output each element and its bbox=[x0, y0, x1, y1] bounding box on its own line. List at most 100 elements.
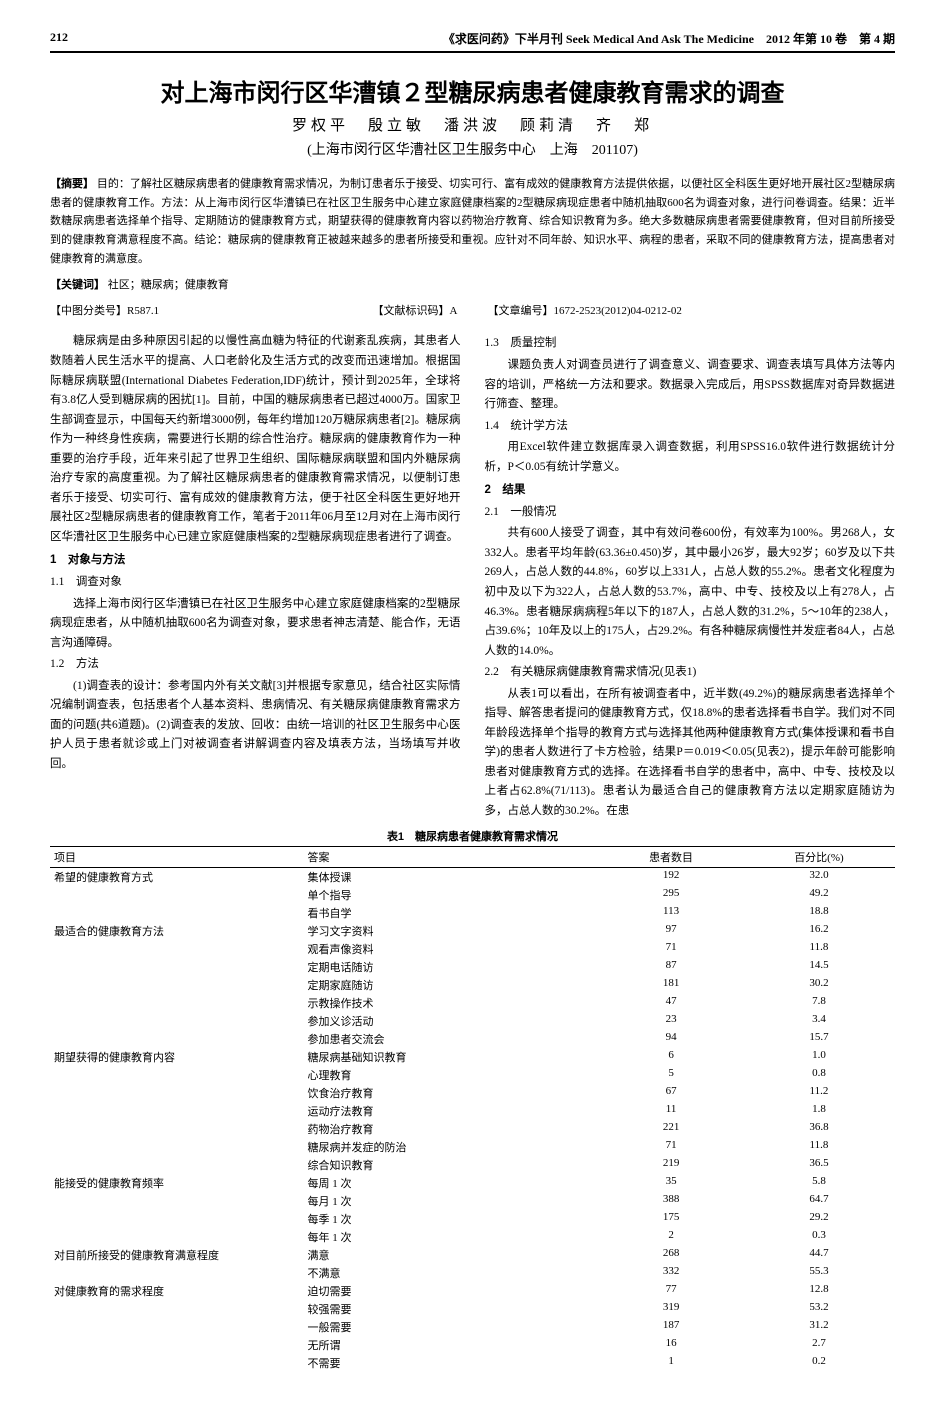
clc-block: 【中图分类号】R587.1 bbox=[50, 302, 159, 318]
table-cell-count: 6 bbox=[599, 1048, 743, 1066]
table-cell-percent: 1.0 bbox=[743, 1048, 895, 1066]
abstract-label: 【摘要】 bbox=[50, 178, 94, 190]
left-column: 糖尿病是由多种原因引起的以慢性高血糖为特征的代谢紊乱疾病，其患者人数随着人民生活… bbox=[50, 332, 461, 821]
table-cell-count: 192 bbox=[599, 867, 743, 886]
table-row: 期望获得的健康教育内容糖尿病基础知识教育61.0 bbox=[50, 1048, 895, 1066]
section-2: 2 结果 bbox=[485, 481, 896, 501]
table-cell-percent: 0.3 bbox=[743, 1228, 895, 1246]
table-cell-percent: 55.3 bbox=[743, 1264, 895, 1282]
table-cell-item bbox=[50, 1318, 304, 1336]
table-cell-item bbox=[50, 994, 304, 1012]
table-cell-count: 268 bbox=[599, 1246, 743, 1264]
table-cell-answer: 饮食治疗教育 bbox=[304, 1084, 600, 1102]
article-no-value: 1672-2523(2012)04-0212-02 bbox=[554, 305, 682, 317]
table-cell-answer: 满意 bbox=[304, 1246, 600, 1264]
table-col-count: 患者数目 bbox=[599, 846, 743, 867]
table-1-body: 希望的健康教育方式集体授课19232.0单个指导29549.2看书自学11318… bbox=[50, 867, 895, 1372]
table-cell-count: 175 bbox=[599, 1210, 743, 1228]
para-1-1: 选择上海市闵行区华漕镇已在社区卫生服务中心建立家庭健康档案的2型糖尿病现症患者，… bbox=[50, 595, 461, 654]
table-cell-count: 187 bbox=[599, 1318, 743, 1336]
abstract-text: 目的：了解社区糖尿病患者的健康教育需求情况，为制订患者乐于接受、切实可行、富有成… bbox=[50, 178, 895, 265]
table-cell-answer: 糖尿病并发症的防治 bbox=[304, 1138, 600, 1156]
doc-code-label: 【文献标识码】 bbox=[373, 305, 450, 317]
table-cell-answer: 不需要 bbox=[304, 1354, 600, 1372]
article-no-label: 【文章编号】 bbox=[488, 305, 554, 317]
table-cell-count: 16 bbox=[599, 1336, 743, 1354]
table-cell-answer: 看书自学 bbox=[304, 904, 600, 922]
table-cell-percent: 11.8 bbox=[743, 940, 895, 958]
table-cell-count: 181 bbox=[599, 976, 743, 994]
table-row: 对健康教育的需求程度迫切需要7712.8 bbox=[50, 1282, 895, 1300]
table-1: 项目 答案 患者数目 百分比(%) 希望的健康教育方式集体授课19232.0单个… bbox=[50, 846, 895, 1372]
table-cell-item: 对健康教育的需求程度 bbox=[50, 1282, 304, 1300]
table-cell-answer: 较强需要 bbox=[304, 1300, 600, 1318]
table-cell-count: 35 bbox=[599, 1174, 743, 1192]
para-1-2: (1)调查表的设计：参考国内外有关文献[3]并根据专家意见，结合社区实际情况编制… bbox=[50, 677, 461, 775]
table-cell-percent: 16.2 bbox=[743, 922, 895, 940]
doc-code-value: A bbox=[450, 305, 458, 317]
table-cell-count: 71 bbox=[599, 1138, 743, 1156]
table-row: 药物治疗教育22136.8 bbox=[50, 1120, 895, 1138]
table-cell-item bbox=[50, 1084, 304, 1102]
table-cell-answer: 药物治疗教育 bbox=[304, 1120, 600, 1138]
section-1-4: 1.4 统计学方法 bbox=[485, 417, 896, 437]
table-row: 对目前所接受的健康教育满意程度满意26844.7 bbox=[50, 1246, 895, 1264]
table-cell-answer: 糖尿病基础知识教育 bbox=[304, 1048, 600, 1066]
table-row: 不满意33255.3 bbox=[50, 1264, 895, 1282]
table-row: 每季 1 次17529.2 bbox=[50, 1210, 895, 1228]
table-col-percent: 百分比(%) bbox=[743, 846, 895, 867]
article-title: 对上海市闵行区华漕镇２型糖尿病患者健康教育需求的调查 bbox=[50, 73, 895, 108]
table-row: 心理教育50.8 bbox=[50, 1066, 895, 1084]
table-cell-count: 94 bbox=[599, 1030, 743, 1048]
table-1-caption: 表1 糖尿病患者健康教育需求情况 bbox=[50, 828, 895, 844]
table-cell-answer: 每季 1 次 bbox=[304, 1210, 600, 1228]
table-cell-answer: 运动疗法教育 bbox=[304, 1102, 600, 1120]
section-1-3: 1.3 质量控制 bbox=[485, 334, 896, 354]
table-cell-item bbox=[50, 1192, 304, 1210]
table-cell-percent: 31.2 bbox=[743, 1318, 895, 1336]
table-row: 糖尿病并发症的防治7111.8 bbox=[50, 1138, 895, 1156]
intro-para: 糖尿病是由多种原因引起的以慢性高血糖为特征的代谢紊乱疾病，其患者人数随着人民生活… bbox=[50, 332, 461, 547]
table-col-answer: 答案 bbox=[304, 846, 600, 867]
table-cell-answer: 无所谓 bbox=[304, 1336, 600, 1354]
table-cell-item bbox=[50, 1300, 304, 1318]
abstract-block: 【摘要】 目的：了解社区糖尿病患者的健康教育需求情况，为制订患者乐于接受、切实可… bbox=[50, 175, 895, 268]
table-row: 参加患者交流会9415.7 bbox=[50, 1030, 895, 1048]
table-cell-percent: 12.8 bbox=[743, 1282, 895, 1300]
table-cell-item bbox=[50, 958, 304, 976]
table-cell-percent: 0.2 bbox=[743, 1354, 895, 1372]
section-2-2: 2.2 有关糖尿病健康教育需求情况(见表1) bbox=[485, 663, 896, 683]
table-row: 综合知识教育21936.5 bbox=[50, 1156, 895, 1174]
table-cell-count: 319 bbox=[599, 1300, 743, 1318]
table-cell-percent: 3.4 bbox=[743, 1012, 895, 1030]
clc-label: 【中图分类号】 bbox=[50, 305, 127, 317]
section-1: 1 对象与方法 bbox=[50, 551, 461, 571]
table-row: 定期家庭随访18130.2 bbox=[50, 976, 895, 994]
table-cell-count: 113 bbox=[599, 904, 743, 922]
table-cell-count: 2 bbox=[599, 1228, 743, 1246]
table-cell-item bbox=[50, 1030, 304, 1048]
table-cell-count: 23 bbox=[599, 1012, 743, 1030]
table-cell-count: 97 bbox=[599, 922, 743, 940]
para-1-4: 用Excel软件建立数据库录入调查数据，利用SPSS16.0软件进行数据统计分析… bbox=[485, 438, 896, 477]
table-cell-item bbox=[50, 976, 304, 994]
table-cell-answer: 迫切需要 bbox=[304, 1282, 600, 1300]
table-cell-item: 能接受的健康教育频率 bbox=[50, 1174, 304, 1192]
table-cell-item bbox=[50, 1120, 304, 1138]
table-cell-answer: 定期家庭随访 bbox=[304, 976, 600, 994]
table-cell-item bbox=[50, 1228, 304, 1246]
table-cell-count: 77 bbox=[599, 1282, 743, 1300]
table-cell-item bbox=[50, 1264, 304, 1282]
table-cell-percent: 49.2 bbox=[743, 886, 895, 904]
keywords-text: 社区；糖尿病；健康教育 bbox=[108, 279, 229, 291]
table-cell-answer: 不满意 bbox=[304, 1264, 600, 1282]
section-1-2: 1.2 方法 bbox=[50, 655, 461, 675]
section-1-1: 1.1 调查对象 bbox=[50, 573, 461, 593]
table-cell-answer: 每月 1 次 bbox=[304, 1192, 600, 1210]
running-header: 212 《求医问药》下半月刊 Seek Medical And Ask The … bbox=[50, 30, 895, 53]
table-cell-item: 希望的健康教育方式 bbox=[50, 867, 304, 886]
table-cell-count: 221 bbox=[599, 1120, 743, 1138]
table-cell-count: 219 bbox=[599, 1156, 743, 1174]
table-cell-item bbox=[50, 1354, 304, 1372]
clc-value: R587.1 bbox=[127, 305, 159, 317]
